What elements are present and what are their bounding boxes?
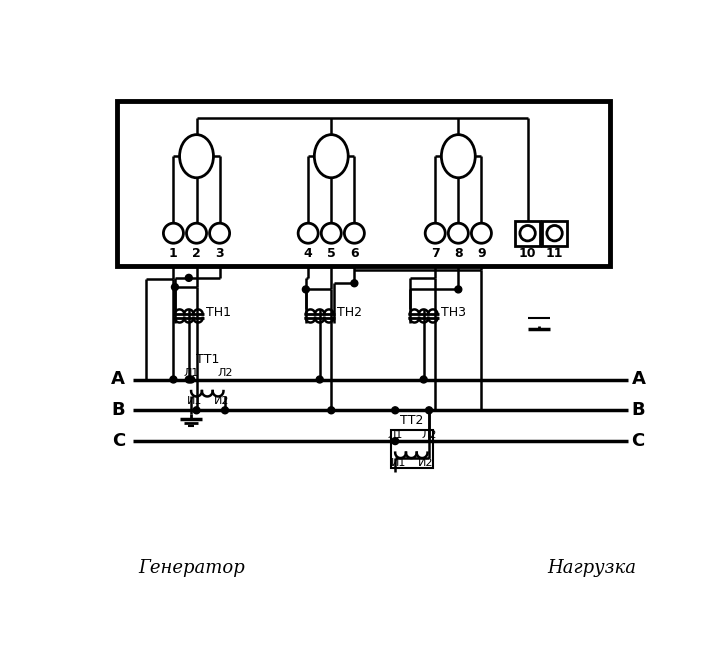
Circle shape <box>298 223 318 244</box>
Circle shape <box>221 407 229 414</box>
Text: B: B <box>111 401 125 419</box>
Text: И1: И1 <box>187 396 202 406</box>
Text: 5: 5 <box>327 247 335 260</box>
Text: Л1: Л1 <box>184 368 199 378</box>
Circle shape <box>425 223 445 244</box>
Text: A: A <box>632 370 645 389</box>
Text: 7: 7 <box>431 247 439 260</box>
Text: И1: И1 <box>391 457 406 468</box>
Circle shape <box>163 223 184 244</box>
Text: 1: 1 <box>169 247 178 260</box>
Text: Генератор: Генератор <box>139 559 245 577</box>
Text: И2: И2 <box>214 396 229 406</box>
Circle shape <box>420 376 427 383</box>
Text: A: A <box>111 370 125 389</box>
Text: ТН1: ТН1 <box>205 306 231 319</box>
Circle shape <box>317 376 323 383</box>
Circle shape <box>328 407 335 414</box>
Circle shape <box>471 223 492 244</box>
Text: 6: 6 <box>350 247 359 260</box>
Text: C: C <box>112 432 125 450</box>
Text: 10: 10 <box>519 247 537 260</box>
Ellipse shape <box>179 135 213 178</box>
Text: B: B <box>632 401 645 419</box>
Circle shape <box>520 226 535 241</box>
Text: ТН2: ТН2 <box>337 306 362 319</box>
Text: 8: 8 <box>454 247 462 260</box>
Circle shape <box>171 284 179 290</box>
Ellipse shape <box>441 135 476 178</box>
Text: И2: И2 <box>418 457 433 468</box>
Circle shape <box>455 286 462 293</box>
Bar <box>391 430 433 468</box>
Circle shape <box>187 223 206 244</box>
Circle shape <box>321 223 341 244</box>
Circle shape <box>351 280 358 286</box>
Bar <box>117 101 610 265</box>
Circle shape <box>187 376 195 383</box>
Text: ТТ2: ТТ2 <box>401 414 424 427</box>
Circle shape <box>193 407 200 414</box>
Text: 2: 2 <box>192 247 201 260</box>
Circle shape <box>170 376 177 383</box>
Circle shape <box>185 376 192 383</box>
Circle shape <box>425 407 433 414</box>
Bar <box>515 221 540 246</box>
Circle shape <box>344 223 364 244</box>
Ellipse shape <box>314 135 348 178</box>
Bar <box>542 221 567 246</box>
Circle shape <box>449 223 468 244</box>
Text: Л1: Л1 <box>388 430 403 440</box>
Circle shape <box>185 275 192 281</box>
Text: Л2: Л2 <box>421 430 437 440</box>
Circle shape <box>547 226 562 241</box>
Text: 11: 11 <box>546 247 563 260</box>
Text: ТН3: ТН3 <box>441 306 465 319</box>
Circle shape <box>392 438 399 445</box>
Text: 4: 4 <box>303 247 312 260</box>
Text: 9: 9 <box>477 247 486 260</box>
Text: 3: 3 <box>216 247 224 260</box>
Text: Л2: Л2 <box>217 368 233 378</box>
Text: ТТ1: ТТ1 <box>196 352 220 366</box>
Text: C: C <box>632 432 645 450</box>
Circle shape <box>392 407 399 414</box>
Circle shape <box>303 286 309 293</box>
Circle shape <box>210 223 229 244</box>
Text: Нагрузка: Нагрузка <box>547 559 636 577</box>
